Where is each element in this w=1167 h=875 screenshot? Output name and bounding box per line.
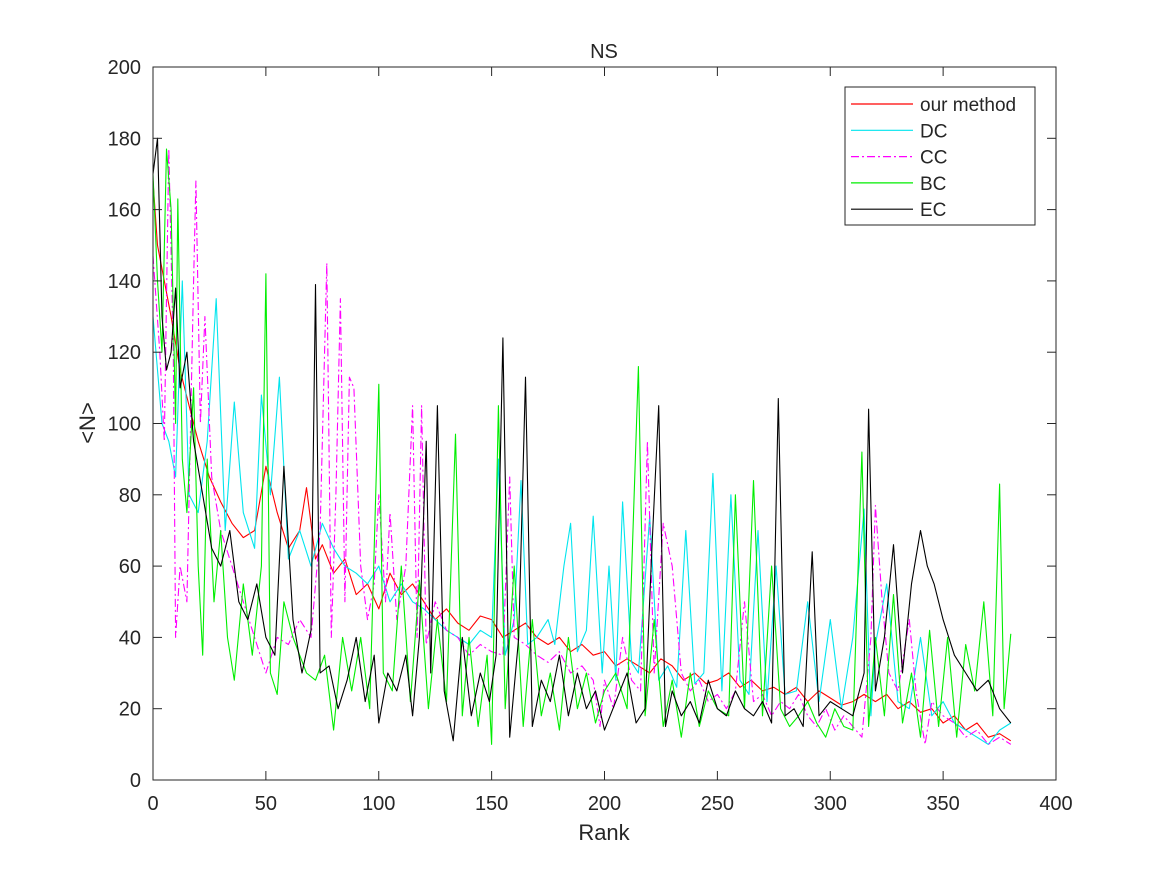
legend-label: EC — [920, 200, 946, 221]
x-tick-label: 100 — [362, 793, 395, 815]
y-tick-label: 60 — [119, 556, 141, 578]
x-axis-label: Rank — [578, 820, 630, 845]
y-tick-label: 40 — [119, 627, 141, 649]
x-tick-label: 350 — [926, 793, 959, 815]
y-axis-label: <N> — [75, 402, 100, 444]
y-tick-label: 100 — [108, 414, 141, 436]
y-tick-label: 180 — [108, 128, 141, 150]
series-line-our-method — [152, 181, 1012, 742]
x-axis: 0 50 100 150 200 250 300 350 400 — [147, 67, 1073, 815]
x-tick-label: 150 — [475, 793, 508, 815]
x-tick-label: 400 — [1039, 793, 1072, 815]
x-tick-label: 200 — [588, 793, 621, 815]
legend-label: our method — [920, 95, 1016, 116]
legend-box — [844, 86, 1036, 226]
series-line-ec — [152, 137, 1012, 742]
x-tick-label: 300 — [814, 793, 847, 815]
y-tick-label: 0 — [130, 770, 141, 792]
chart-title: NS — [590, 41, 618, 63]
legend-label: BC — [920, 174, 946, 195]
series-line-dc — [152, 280, 1012, 745]
series-line-bc — [152, 148, 1012, 745]
series-line-cc — [152, 148, 1012, 745]
legend: our method DC CC BC EC — [844, 86, 1036, 226]
y-tick-label: 20 — [119, 699, 141, 721]
y-tick-label: 80 — [119, 485, 141, 507]
y-tick-label: 140 — [108, 271, 141, 293]
series-group — [152, 137, 1012, 745]
x-tick-label: 50 — [255, 793, 277, 815]
x-tick-label: 250 — [701, 793, 734, 815]
x-tick-label: 0 — [147, 793, 158, 815]
y-tick-label: 200 — [108, 57, 141, 79]
legend-label: DC — [920, 121, 947, 142]
y-axis: 0 20 40 60 80 100 120 140 160 180 200 — [108, 57, 1056, 792]
y-tick-label: 160 — [108, 200, 141, 222]
legend-label: CC — [920, 148, 947, 169]
y-tick-label: 120 — [108, 342, 141, 364]
